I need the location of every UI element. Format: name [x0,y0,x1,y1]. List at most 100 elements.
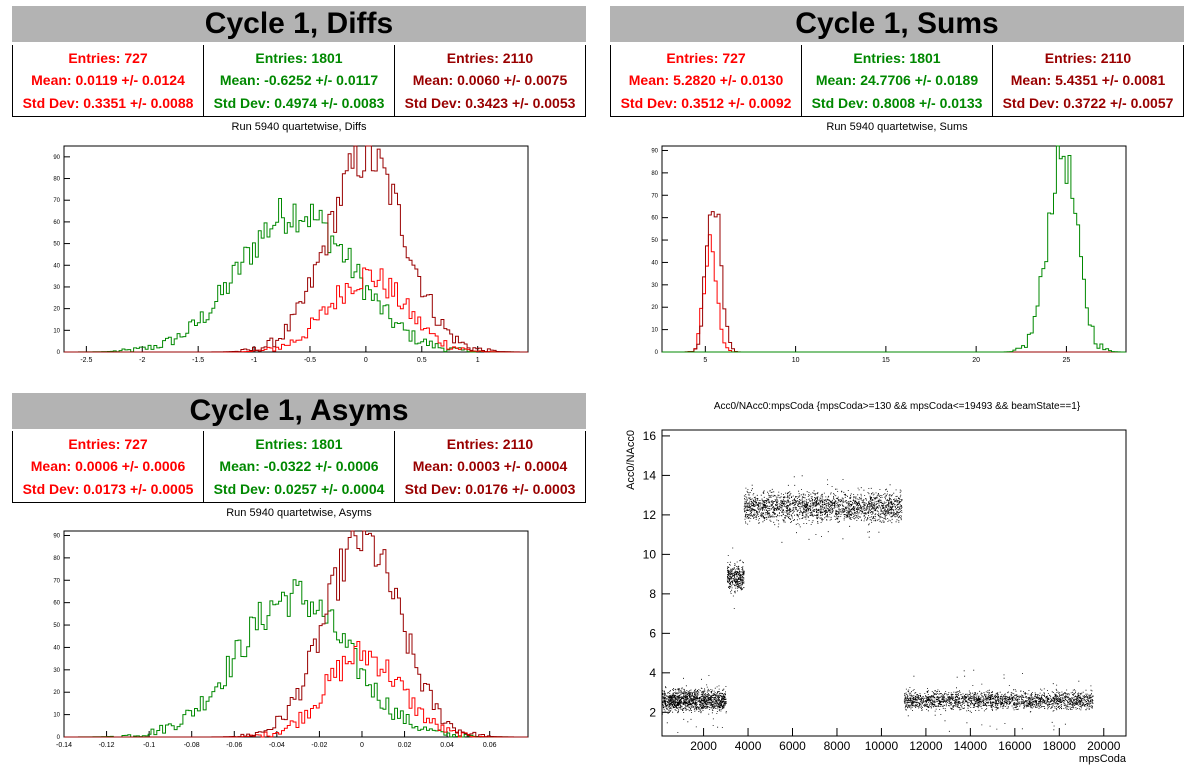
sums-chart-ytick-label: 60 [651,216,658,222]
stat-mean: Mean: 0.0119 +/- 0.0124 [31,72,185,89]
scatter-chart-ytick-label: 8 [649,587,656,601]
scatter-chart-ytick-label: 12 [643,508,657,522]
asyms-chart-ytick-label: 10 [53,713,60,719]
diffs-chart-ytick-label: 40 [53,263,60,269]
asyms-chart-ytick-label: 30 [53,668,60,674]
scatter-chart-xtick-label: 10000 [865,739,899,753]
diffs-chart-series-red [64,267,528,353]
asyms-chart-xtick-label: -0.06 [226,742,242,749]
scatter-chart-points [662,475,1094,733]
stat-mean: Mean: -0.0322 +/- 0.0006 [219,458,379,475]
sums-chart-ytick-label: 10 [651,328,658,334]
scatter-chart-ylabel: Acc0/NAcc0 [625,430,637,490]
diffs-chart-series-darkred [64,145,528,353]
diffs-chart-ytick-label: 0 [57,350,61,356]
stat-std: Std Dev: 0.3351 +/- 0.0088 [22,94,194,111]
stat-std: Std Dev: 0.4974 +/- 0.0083 [213,94,385,111]
diffs-chart-ytick-label: 90 [53,155,60,161]
sums-chart-series-green [662,145,1126,353]
diffs-chart-xtick-label: 0 [364,357,368,364]
scatter-chart-xtick-label: 12000 [909,739,943,753]
sums-chart-xtick-label: 10 [792,357,800,364]
sums-title: Cycle 1, Sums [610,6,1184,42]
scatter-chart-xtick-label: 2000 [690,739,717,753]
sums-chart-series-darkred [662,211,1126,353]
asyms-chart-xtick-label: 0.02 [398,742,412,749]
diffs-chart-xtick-label: -1.5 [192,357,204,364]
stat-entries: Entries: 2110 [446,436,534,453]
stat-std: Std Dev: 0.8008 +/- 0.0133 [811,94,983,111]
asyms-chart-xtick-label: -0.02 [311,742,327,749]
scatter-chart-ytick-label: 10 [643,547,657,561]
asyms-chart-ytick-label: 70 [53,578,60,584]
diffs-chart-xtick-label: 0.5 [417,357,427,364]
scatter-chart-ytick-label: 16 [643,429,657,443]
asyms-chart-xtick-label: 0 [360,742,364,749]
sums-chart-xtick-label: 25 [1063,357,1071,364]
stat-mean: Mean: 0.0003 +/- 0.0004 [412,458,568,475]
diffs-title: Cycle 1, Diffs [12,6,586,42]
asyms-chart-series-green [64,579,528,738]
diffs-chart-ytick-label: 20 [53,307,60,313]
scatter-chart-xlabel: mpsCoda [1079,753,1127,765]
diffs-chart-xtick-label: -2 [139,357,145,364]
stat-mean: Mean: 5.4351 +/- 0.0081 [1010,72,1166,89]
sums-stats-red: Entries: 727 Mean: 5.2820 +/- 0.0130 Std… [611,45,802,116]
asyms-stats-green: Entries: 1801 Mean: -0.0322 +/- 0.0006 S… [204,431,395,502]
sums-chart-series-red [662,234,1126,353]
stat-std: Std Dev: 0.3423 +/- 0.0053 [404,94,576,111]
sums-chart-xtick-label: 20 [972,357,980,364]
stat-mean: Mean: 24.7706 +/- 0.0189 [815,72,979,89]
scatter-chart-ytick-label: 4 [649,666,656,680]
asyms-chart-xtick-label: -0.08 [184,742,200,749]
scatter-chart-cluster-1 [726,547,745,609]
sums-chart-ytick-label: 80 [651,171,658,177]
stat-entries: Entries: 2110 [446,50,534,67]
diffs-chart-ytick-label: 70 [53,198,60,204]
stat-std: Std Dev: 0.0176 +/- 0.0003 [404,480,576,497]
sums-stats-green: Entries: 1801 Mean: 24.7706 +/- 0.0189 S… [802,45,993,116]
sums-chart-ytick-label: 90 [651,148,658,154]
stat-std: Std Dev: 0.3722 +/- 0.0057 [1002,94,1174,111]
asyms-chart-xtick-label: -0.14 [56,742,72,749]
stat-entries: Entries: 1801 [853,50,941,67]
asyms-chart-xtick-label: 0.06 [483,742,497,749]
diffs-stats-box: Entries: 727 Mean: 0.0119 +/- 0.0124 Std… [12,45,586,117]
diffs-chart-xtick-label: 1 [476,357,480,364]
scatter-chart-xtick-label: 6000 [779,739,806,753]
asyms-chart-xtick-label: -0.04 [269,742,285,749]
scatter-chart-ytick-label: 6 [649,626,656,640]
diffs-subtitle: Run 5940 quartetwise, Diffs [231,121,367,133]
sums-chart-ytick-label: 0 [655,350,659,356]
diffs-chart-ytick-label: 60 [53,220,60,226]
scatter-chart-xtick-label: 18000 [1043,739,1077,753]
asyms-chart-xtick-label: 0.04 [440,742,454,749]
asyms-chart-ytick-label: 90 [53,533,60,539]
diffs-stats-red: Entries: 727 Mean: 0.0119 +/- 0.0124 Std… [13,45,204,116]
stat-entries: Entries: 2110 [1044,50,1132,67]
stat-entries: Entries: 1801 [255,436,343,453]
stat-entries: Entries: 727 [68,50,148,67]
asyms-chart-series-red [64,641,528,738]
stat-mean: Mean: 0.0006 +/- 0.0006 [30,458,186,475]
stat-entries: Entries: 727 [68,436,148,453]
stat-mean: Mean: 0.0060 +/- 0.0075 [412,72,568,89]
diffs-chart-frame [63,145,529,353]
stat-entries: Entries: 727 [666,50,746,67]
asyms-chart-ytick-label: 20 [53,690,60,696]
sums-chart-frame [661,145,1127,353]
asyms-chart-ytick-label: 50 [53,623,60,629]
scatter-chart-ytick-label: 2 [649,705,656,719]
sums-chart-ytick-label: 40 [651,260,658,266]
scatter-chart-xtick-label: 4000 [735,739,762,753]
diffs-chart-xtick-label: -2.5 [80,357,92,364]
scatter-chart-cluster-3 [903,669,1094,732]
scatter-chart-xtick-label: 20000 [1087,739,1121,753]
stat-std: Std Dev: 0.3512 +/- 0.0092 [620,94,792,111]
sums-stats-box: Entries: 727 Mean: 5.2820 +/- 0.0130 Std… [610,45,1184,117]
scatter-subtitle: Acc0/NAcc0:mpsCoda {mpsCoda>=130 && mpsC… [713,401,1081,412]
asyms-chart-ytick-label: 80 [53,556,60,562]
scatter-chart-xtick-label: 16000 [998,739,1032,753]
diffs-chart-series-green [64,197,528,353]
asyms-title: Cycle 1, Asyms [12,393,586,429]
